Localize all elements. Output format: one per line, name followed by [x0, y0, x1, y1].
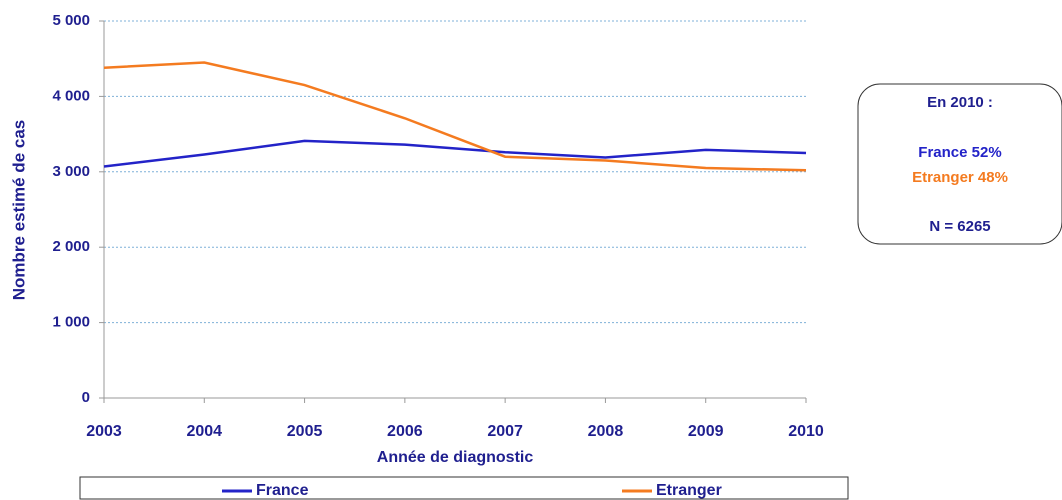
- legend-label: Etranger: [656, 482, 722, 499]
- y-tick-label: 0: [82, 389, 90, 406]
- annotation: France 52%: [918, 144, 1001, 161]
- x-tick-label: 2005: [287, 423, 323, 440]
- series-line: [103, 61, 807, 172]
- y-tick-label: 1 000: [52, 314, 90, 331]
- x-tick-label: 2008: [588, 423, 624, 440]
- y-tick-label: 4 000: [52, 87, 90, 104]
- legend-box: [79, 476, 849, 500]
- x-tick-label: 2007: [487, 423, 523, 440]
- x-tick-label: 2006: [387, 423, 423, 440]
- series-line: [103, 139, 807, 168]
- x-tick-label: 2010: [788, 423, 824, 440]
- x-tick-label: 2004: [186, 423, 222, 440]
- x-axis-title: Année de diagnostic: [377, 449, 534, 466]
- x-tick-label: 2009: [688, 423, 724, 440]
- y-axis-title: Nombre estimé de cas: [9, 120, 28, 300]
- y-tick-label: 5 000: [52, 12, 90, 29]
- annotation: N = 6265: [929, 218, 990, 235]
- annotation-box: [857, 83, 1062, 245]
- x-tick-label: 2003: [86, 423, 122, 440]
- y-tick-label: 2 000: [52, 238, 90, 255]
- annotation: Etranger 48%: [912, 169, 1008, 186]
- y-tick-label: 3 000: [52, 163, 90, 180]
- legend-label: France: [256, 482, 309, 499]
- annotation: En 2010 :: [927, 94, 993, 111]
